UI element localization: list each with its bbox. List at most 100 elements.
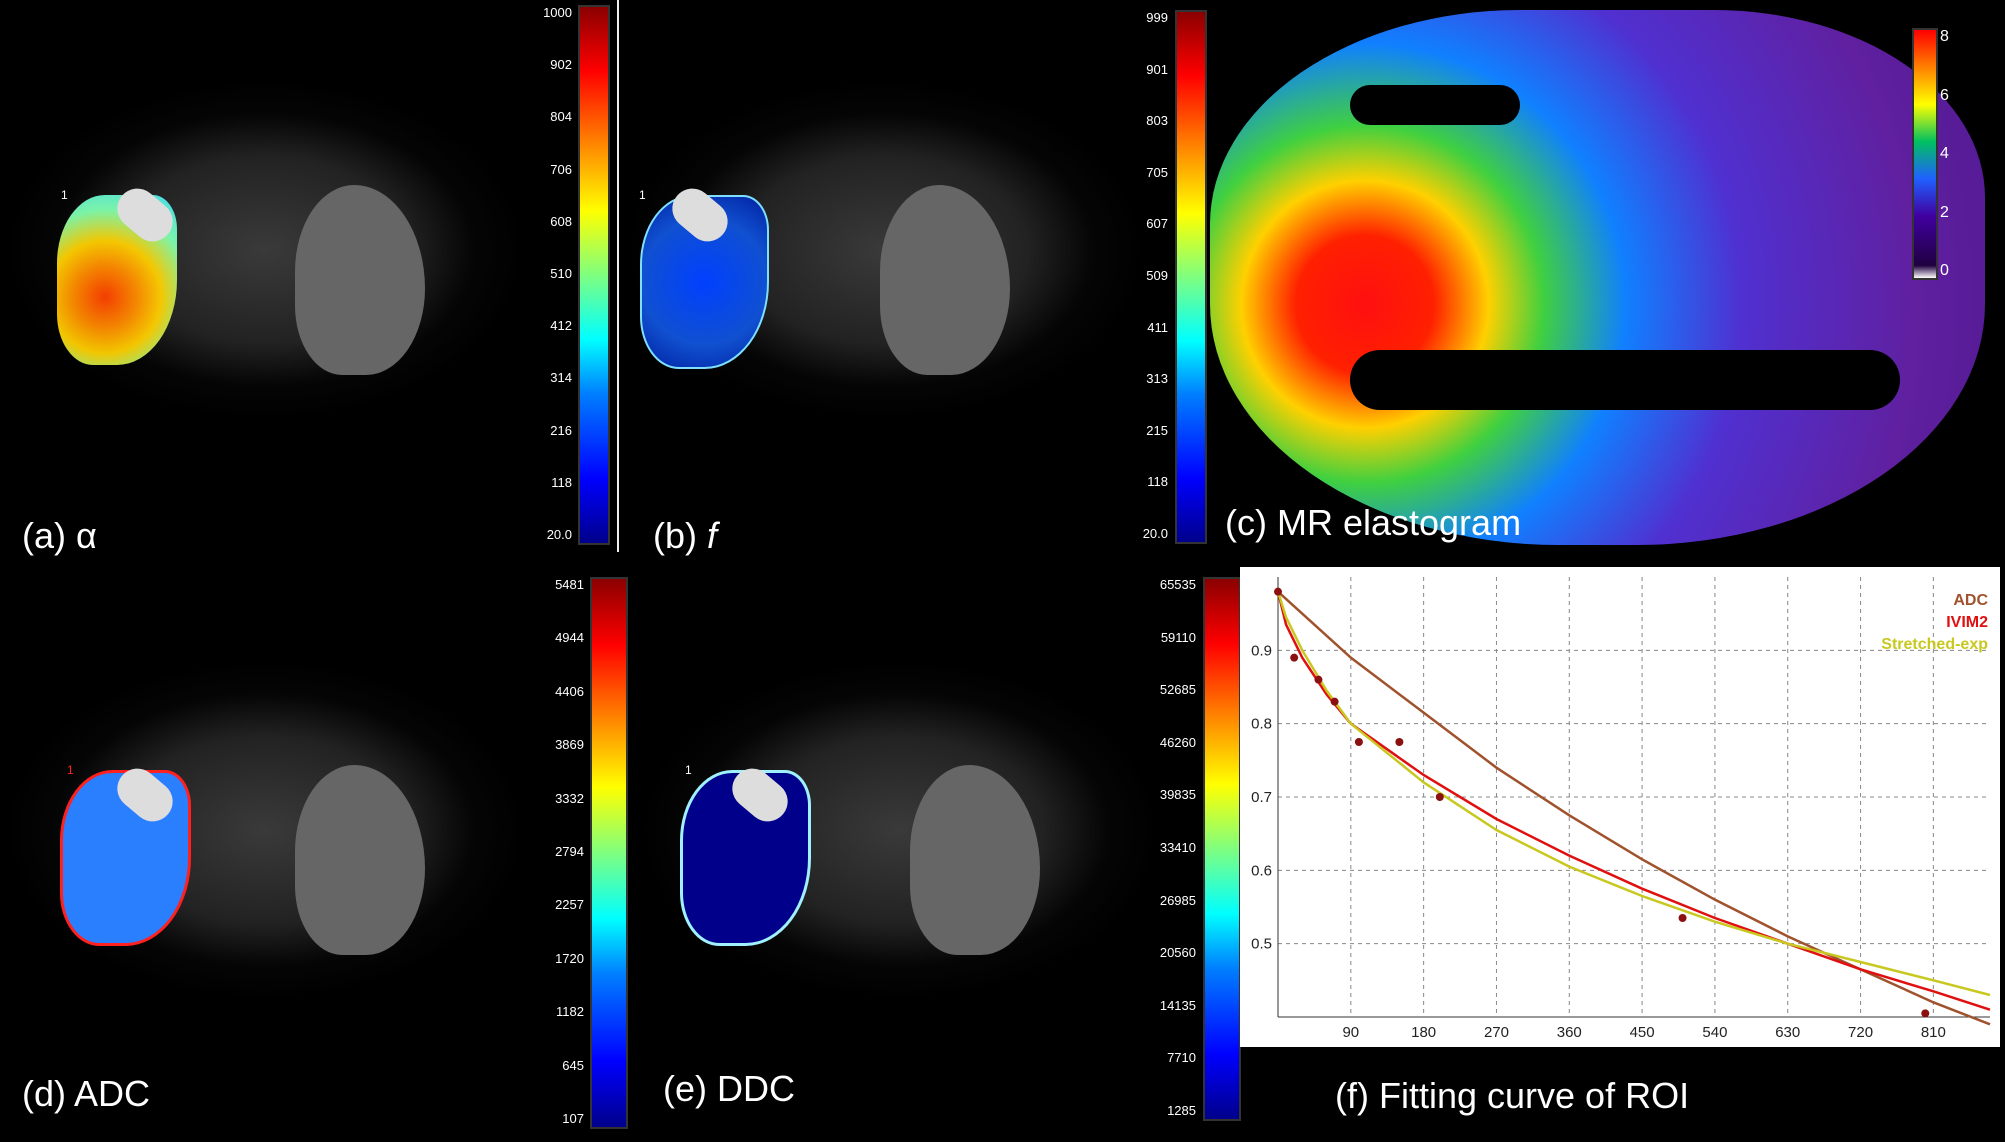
spleen-shape [295,185,425,375]
chart-svg: 90 180 270 360 450 540 630 720 810 0.9 0.8 0.7 0.6 0.… [1251,577,1991,1041]
colorbar-tick-label: 14135 [1159,997,1196,1013]
colorbar-a-line [617,0,619,552]
y-tick-label: 0.7 [1251,789,1272,806]
colorbar-tick-label: 20560 [1159,945,1196,961]
colorbar-tick-label: 33410 [1159,840,1196,855]
colorbar-tick-label: 46260 [1159,734,1196,750]
colorbar-tick-label: 118 [1147,474,1168,490]
colorbar-tick-label: 1285 [1167,1103,1196,1118]
colorbar-tick-label: 2257 [555,897,584,913]
colorbar-tick-label: 39835 [1159,787,1196,803]
colorbar-tick-label: 26985 [1159,892,1196,908]
label-c: (c) MR elastogram [1225,502,1522,543]
colorbar-tick-label: 411 [1147,319,1168,335]
x-tick-label: 630 [1775,1024,1800,1041]
colorbar-tick-label: 20.0 [1142,526,1168,541]
bowel-gap [1350,85,1520,125]
legend-entry: ADC [1953,592,1988,609]
colorbar-tick-label: 803 [1146,113,1168,129]
spleen-shape [295,765,425,955]
colorbar-tick-label: 902 [550,57,572,73]
roi-marker: 1 [639,188,646,202]
y-tick-label: 0.9 [1251,642,1272,659]
measured-point [1435,793,1444,801]
roi-marker: 1 [61,188,68,202]
colorbar-tick-label: 1182 [556,1004,584,1020]
colorbar-tick-label: 6 [1940,86,1949,104]
series-line-adc [1277,590,1991,1026]
x-tick-label: 450 [1630,1024,1655,1041]
measured-point [1395,738,1404,746]
colorbar-tick-label: 107 [562,1111,584,1126]
colorbar-tick-label: 999 [1146,10,1168,25]
colorbar-tick-label: 2 [1940,203,1949,221]
measured-point [1678,914,1687,922]
label-e: (e) DDC [663,1068,795,1109]
colorbar-tick-label: 59110 [1160,629,1196,645]
elastogram-image [1210,0,2005,555]
measured-point [1354,738,1363,746]
colorbar-tick-label: 510 [550,266,572,281]
colorbar-tick-label: 706 [550,161,572,177]
colorbar-tick-label: 7710 [1167,1050,1196,1066]
measured-point [1274,587,1282,596]
x-tick-label: 90 [1342,1024,1359,1041]
colorbar-tick-label: 645 [562,1057,584,1073]
colorbar-b-ticks: 999 901 803 705 607 509 411 313 215 118 20.0 [1108,10,1168,541]
colorbar-tick-label: 509 [1146,268,1168,283]
panel-b-image: 1 [625,0,1145,560]
colorbar-tick-label: 3869 [555,737,584,753]
colorbar-tick-label: 313 [1146,371,1168,387]
colorbar-tick-label: 65535 [1159,577,1196,592]
colorbar-tick-label: 118 [551,474,572,490]
colorbar-tick-label: 5481 [555,577,584,592]
label-a: (a) α [22,515,97,556]
label-f: (f) Fitting curve of ROI [1335,1075,1690,1116]
colorbar-tick-label: 608 [550,213,572,229]
colorbar-c [1912,28,1938,280]
colorbar-tick-label: 20.0 [546,527,572,542]
colorbar-tick-label: 412 [550,318,572,334]
colorbar-a-ticks: 1000 902 804 706 608 510 412 314 216 118 20.0 [512,5,572,542]
colorbar-a [578,5,610,545]
colorbar-tick-label: 0 [1940,262,1949,279]
x-tick-label: 720 [1848,1024,1873,1041]
colorbar-tick-label: 4406 [555,683,584,699]
y-tick-label: 0.6 [1251,862,1272,879]
colorbar-tick-label: 4944 [555,630,584,646]
measured-point [1314,675,1323,684]
colorbar-tick-label: 4 [1940,145,1949,162]
colorbar-tick-label: 3332 [555,790,584,806]
colorbar-c-ticks: 8 6 4 2 0 [1940,28,1980,279]
colorbar-d-ticks: 5481 4944 4406 3869 3332 2794 2257 1720 1182 645 1… [524,577,584,1126]
label-d: (d) ADC [22,1073,151,1114]
colorbar-tick-label: 314 [550,370,572,386]
colorbar-e [1203,577,1241,1121]
colorbar-tick-label: 8 [1940,28,1949,45]
x-tick-label: 360 [1557,1024,1582,1041]
colorbar-b [1175,10,1207,544]
colorbar-tick-label: 1000 [543,5,572,20]
panel-e-image: 1 [640,580,1160,1120]
measured-point [1330,697,1339,706]
legend-entry: Stretched-exp [1881,636,1988,653]
measured-point [1921,1009,1930,1018]
bowel-gap [1350,350,1900,410]
panel-a-image: 1 [5,0,530,560]
colorbar-tick-label: 216 [550,422,572,438]
x-tick-label: 270 [1484,1024,1509,1041]
colorbar-tick-label: 1720 [555,950,584,966]
series-line-ivim2 [1276,591,1991,1011]
x-tick-label: 810 [1921,1024,1946,1041]
colorbar-tick-label: 607 [1146,216,1168,232]
x-tick-label: 180 [1411,1024,1436,1041]
colorbar-tick-label: 901 [1146,61,1168,77]
roi-marker: 1 [67,763,74,777]
spleen-shape [880,185,1010,375]
label-b-prefix: (b) [653,515,707,556]
y-tick-label: 0.8 [1251,716,1272,733]
x-tick-label: 540 [1702,1024,1727,1041]
colorbar-tick-label: 804 [550,109,572,125]
series-line-stretched-exp [1276,591,1991,997]
panel-d-image: 1 [5,580,530,1120]
